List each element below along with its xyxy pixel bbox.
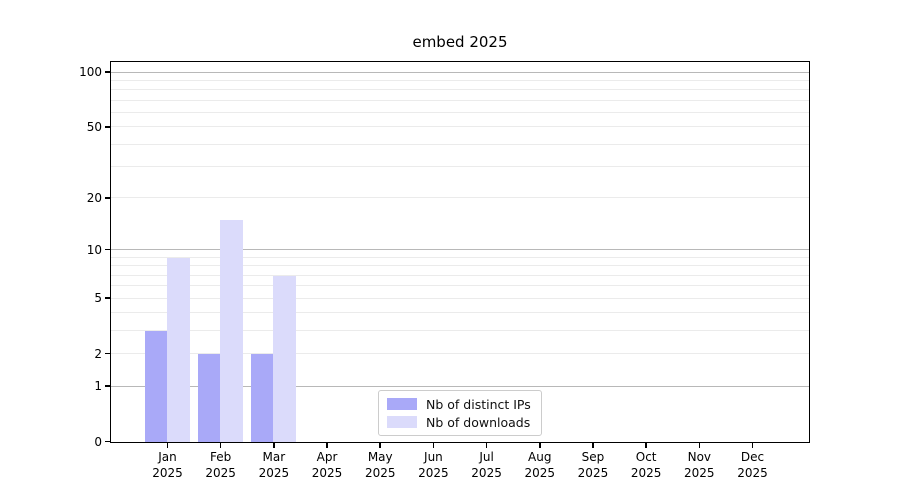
x-tick-label: Apr 2025 — [311, 450, 343, 480]
bar-distinct-ips — [144, 331, 167, 442]
x-tick-mark — [698, 443, 701, 448]
gridline-minor — [111, 166, 809, 168]
x-tick-label: Jan 2025 — [152, 450, 183, 480]
x-tick-label: Aug 2025 — [524, 450, 556, 480]
gridline-minor — [111, 89, 809, 91]
gridline-minor — [111, 312, 809, 314]
plot-area — [110, 61, 810, 443]
x-tick-mark — [432, 443, 435, 448]
x-tick-mark — [645, 443, 647, 448]
x-tick-mark — [539, 443, 541, 448]
y-tick-label: 10 — [86, 242, 102, 257]
bar-distinct-ips — [197, 354, 221, 442]
gridline-minor — [111, 256, 809, 258]
bar-downloads — [167, 257, 190, 442]
y-tick-label: 5 — [94, 291, 102, 306]
gridline-minor — [111, 285, 809, 287]
y-tick-mark — [105, 440, 110, 443]
y-tick-label: 100 — [79, 65, 102, 80]
legend-swatch-downloads — [387, 416, 417, 428]
gridline-major — [111, 249, 809, 251]
gridline-minor — [111, 143, 809, 145]
y-tick-mark — [105, 126, 110, 128]
legend-label-distinct-ips: Nb of distinct IPs — [426, 396, 531, 412]
x-tick-label: Feb 2025 — [205, 450, 236, 480]
y-tick-label: 1 — [94, 379, 102, 394]
x-tick-label: Oct 2025 — [630, 450, 662, 480]
y-tick-label: 20 — [86, 190, 102, 205]
x-tick-label: Jul 2025 — [471, 450, 502, 480]
gridline-minor — [111, 80, 809, 82]
x-tick-mark — [273, 443, 275, 448]
x-tick-mark — [751, 443, 754, 448]
gridline-minor — [111, 99, 809, 101]
y-tick-mark — [105, 71, 110, 73]
legend-swatch-distinct-ips — [387, 398, 417, 410]
gridline-minor — [111, 197, 809, 199]
x-tick-label: Sep 2025 — [577, 450, 609, 480]
legend-label-downloads: Nb of downloads — [426, 414, 531, 430]
x-tick-label: Dec 2025 — [737, 450, 768, 480]
gridline-major — [111, 71, 809, 73]
legend: Nb of distinct IPs Nb of downloads — [378, 390, 542, 436]
gridline-major — [111, 385, 809, 387]
y-tick-mark — [105, 197, 110, 199]
bar-downloads — [273, 275, 296, 442]
x-tick-label: Jun 2025 — [418, 450, 449, 480]
gridline-minor — [111, 330, 809, 332]
y-tick-mark — [105, 248, 110, 251]
x-tick-mark — [219, 443, 222, 448]
x-tick-mark — [379, 443, 381, 448]
y-tick-label: 2 — [94, 346, 102, 361]
gridline-minor — [111, 112, 809, 114]
y-tick-label: 0 — [94, 434, 102, 449]
x-tick-label: Mar 2025 — [258, 450, 290, 480]
y-tick-mark — [105, 352, 110, 355]
x-tick-label: Nov 2025 — [684, 450, 715, 480]
y-tick-label: 50 — [86, 119, 102, 134]
gridline-minor — [111, 353, 809, 355]
gridline-minor — [111, 265, 809, 267]
x-tick-mark — [592, 443, 594, 448]
x-tick-mark — [166, 443, 169, 448]
x-tick-label: May 2025 — [364, 450, 396, 480]
legend-entry-distinct-ips: Nb of distinct IPs — [387, 397, 533, 412]
bar-downloads — [220, 220, 243, 442]
y-tick-mark — [105, 385, 110, 387]
gridline-minor — [111, 297, 809, 299]
bar-distinct-ips — [250, 354, 274, 442]
y-tick-mark — [105, 297, 110, 299]
x-tick-mark — [326, 443, 328, 448]
chart-title: embed 2025 — [412, 33, 508, 51]
gridline-minor — [111, 274, 809, 276]
gridline-minor — [111, 126, 809, 128]
x-tick-mark — [485, 443, 488, 448]
legend-entry-downloads: Nb of downloads — [387, 415, 533, 430]
